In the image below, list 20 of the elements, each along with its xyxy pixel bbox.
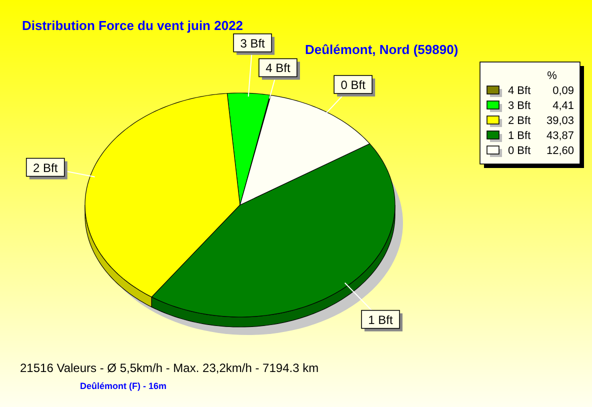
chart-title: Distribution Force du vent juin 2022 bbox=[22, 18, 244, 33]
legend-label: 0 Bft bbox=[508, 145, 531, 157]
legend-label: 4 Bft bbox=[508, 85, 531, 97]
legend-label: 1 Bft bbox=[508, 130, 531, 142]
text: Deûlémont (F) - 16m bbox=[80, 381, 167, 391]
text: 21516 Valeurs - Ø 5,5km/h - Max. 23,2km/h - 7194.3 km bbox=[20, 361, 319, 375]
slice-label: 0 Bft bbox=[340, 78, 366, 92]
data-label: 43,87 bbox=[546, 130, 574, 142]
data-label: 0,09 bbox=[552, 85, 574, 97]
legend-label: 2 Bft bbox=[508, 115, 531, 127]
data-label: 39,03 bbox=[546, 115, 574, 127]
slice-label: 4 Bft bbox=[266, 61, 291, 76]
chart-subtitle: Deûlémont, Nord (59890) bbox=[305, 42, 458, 57]
slice-label: 3 Bft bbox=[240, 36, 266, 50]
slice-label: 2 Bft bbox=[33, 160, 58, 175]
slice-label: 1 Bft bbox=[368, 312, 394, 327]
data-label: 12,60 bbox=[546, 145, 574, 157]
legend-title: % bbox=[547, 70, 558, 82]
legend-label: 3 Bft bbox=[508, 100, 531, 112]
data-label: 4,41 bbox=[552, 100, 574, 112]
